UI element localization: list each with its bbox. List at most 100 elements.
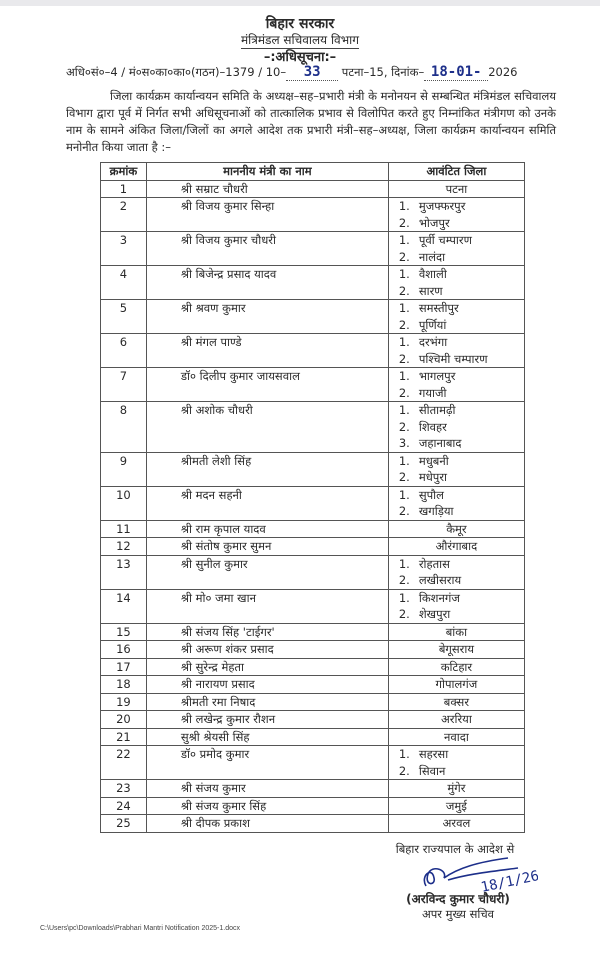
minister-name: श्री संतोष कुमार सुमन xyxy=(145,537,389,556)
district-cell: कटिहार xyxy=(387,657,526,676)
table-row: 25 श्री दीपक प्रकाश अरवल xyxy=(100,814,526,833)
district-cell: कैमूर xyxy=(387,519,526,538)
district-name: सीतामढ़ी xyxy=(418,403,456,417)
district-cell: गोपालगंज xyxy=(387,675,526,694)
table-row: 6 श्री मंगल पाण्डे 1. दरभंगा 2. पश्चिमी चम्पा… xyxy=(100,333,526,368)
district-cell: बांका xyxy=(387,622,526,641)
table-row: 9 श्रीमती लेशी सिंह 1. मधुबनी 2. मधेपुरा xyxy=(100,451,526,487)
district-name: दरभंगा xyxy=(418,335,448,349)
district-item: 2. सारण xyxy=(393,283,520,300)
district-name: जहानाबाद xyxy=(418,436,462,450)
district-item: 2. खगड़िया xyxy=(393,503,520,520)
minister-name: डॉ० दिलीप कुमार जायसवाल xyxy=(145,367,389,402)
district-name: वैशाली xyxy=(418,267,447,281)
serial-number: 6 xyxy=(100,333,147,368)
signatory-designation: अपर मुख्य सचिव xyxy=(421,907,495,921)
serial-number: 14 xyxy=(100,588,147,624)
minister-name: श्री नारायण प्रसाद xyxy=(145,675,389,694)
district-index: 2. xyxy=(398,351,410,366)
district-cell: नवादा xyxy=(387,727,526,746)
district-name: सहरसा xyxy=(418,747,449,761)
district-name: किशनगंज xyxy=(418,590,460,605)
district-name: मधुबनी xyxy=(418,453,449,468)
district-cell: 1. दरभंगा 2. पश्चिमी चम्पारण xyxy=(387,333,526,368)
district-item: 1. भागलपुर xyxy=(393,368,520,385)
district-item: 1. सहरसा xyxy=(393,746,520,763)
district-index: 1. xyxy=(398,453,410,468)
district-name: बेगूसराय xyxy=(438,642,474,656)
ref-year: 2026 xyxy=(488,65,518,79)
district-item: 1. रोहतास xyxy=(393,556,520,573)
ref-prefix: अधि०सं०–4 / मं०स०का०का०(गठन)–1379 / 10– xyxy=(66,65,287,79)
serial-number: 21 xyxy=(100,727,147,746)
district-item: 3. जहानाबाद xyxy=(393,435,520,452)
minister-name: श्री संजय कुमार सिंह xyxy=(145,796,389,815)
district-name: मधेपुरा xyxy=(418,470,448,484)
district-cell: जमुई xyxy=(387,796,526,815)
district-name: पूर्णियां xyxy=(418,317,447,332)
government-title: बिहार सरकार xyxy=(265,16,335,32)
district-item: 2. शिवहर xyxy=(393,419,520,436)
district-item: 2. शेखपुरा xyxy=(393,606,520,623)
table-row: 20 श्री लखेन्द्र कुमार रौशन अररिया xyxy=(100,710,526,729)
district-cell: बेगूसराय xyxy=(387,640,526,659)
table-row: 17 श्री सुरेन्द्र मेहता कटिहार xyxy=(100,657,526,676)
serial-number: 13 xyxy=(100,554,147,590)
district-index: 2. xyxy=(398,419,410,434)
district-item: 1. सुपौल xyxy=(393,487,520,504)
district-name: कटिहार xyxy=(440,659,473,674)
district-item: 1. वैशाली xyxy=(393,266,520,283)
table-row: 10 श्री मदन सहनी 1. सुपौल 2. खगड़िया xyxy=(100,485,526,521)
minister-name: श्री सम्राट चौधरी xyxy=(145,179,389,198)
serial-number: 5 xyxy=(100,299,147,334)
minister-name: श्रीमती लेशी सिंह xyxy=(145,451,389,487)
district-name: गोपालगंज xyxy=(435,677,478,691)
district-index: 1. xyxy=(398,487,410,502)
handwritten-signature: 18/1/26 xyxy=(423,857,538,896)
header-district: आवंटित जिला xyxy=(387,162,526,181)
district-cell: 1. रोहतास 2. लखीसराय xyxy=(387,554,526,590)
table-row: 8 श्री अशोक चौधरी 1. सीतामढ़ी 2. शिवहर 3. जहाना… xyxy=(100,401,526,453)
district-name: शेखपुरा xyxy=(418,607,451,621)
serial-number: 15 xyxy=(100,622,147,641)
district-item: 2. पूर्णियां xyxy=(393,317,520,334)
district-item: 2. मधेपुरा xyxy=(393,469,520,486)
district-name: मुंगेर xyxy=(447,781,466,795)
ref-date: 18-01- xyxy=(424,64,489,81)
district-name: शिवहर xyxy=(418,419,447,434)
district-item: 1. मुजफ्फरपुर xyxy=(393,198,520,215)
district-index: 2. xyxy=(398,215,410,230)
minister-name: श्री राम कृपाल यादव xyxy=(145,519,389,538)
serial-number: 22 xyxy=(100,745,147,780)
district-name: पूर्वी चम्पारण xyxy=(418,233,472,247)
district-cell: 1. सहरसा 2. सिवान xyxy=(387,745,526,780)
minister-name: श्री विजय कुमार चौधरी xyxy=(145,231,389,266)
minister-name: श्री सुरेन्द्र मेहता xyxy=(145,657,389,676)
minister-name: श्रीमती रमा निषाद xyxy=(145,692,389,711)
district-cell: पटना xyxy=(387,179,526,198)
district-name: नवादा xyxy=(444,729,469,744)
district-index: 1. xyxy=(398,590,410,605)
serial-number: 2 xyxy=(100,197,147,232)
district-cell: 1. किशनगंज 2. शेखपुरा xyxy=(387,588,526,624)
district-cell: 1. सीतामढ़ी 2. शिवहर 3. जहानाबाद xyxy=(387,401,526,453)
minister-name: श्री संजय सिंह 'टाईगर' xyxy=(145,622,389,641)
district-cell: 1. सुपौल 2. खगड़िया xyxy=(387,485,526,521)
table-row: 12 श्री संतोष कुमार सुमन औरंगाबाद xyxy=(100,537,526,556)
minister-name: सुश्री श्रेयसी सिंह xyxy=(145,727,389,746)
table-row: 16 श्री अरूण शंकर प्रसाद बेगूसराय xyxy=(100,640,526,659)
district-index: 2. xyxy=(398,504,410,518)
minister-name: श्री विजय कुमार सिन्हा xyxy=(145,197,389,232)
district-cell: 1. मधुबनी 2. मधेपुरा xyxy=(387,451,526,487)
serial-number: 19 xyxy=(100,692,147,711)
district-name: मुजफ्फरपुर xyxy=(418,199,466,213)
district-name: बक्सर xyxy=(443,694,470,709)
minister-name: श्री अरूण शंकर प्रसाद xyxy=(145,640,389,659)
header-serial: क्रमांक xyxy=(100,162,147,181)
serial-number: 16 xyxy=(100,640,147,659)
minister-name: श्री सुनील कुमार xyxy=(145,554,389,590)
district-name: औरंगाबाद xyxy=(435,539,478,553)
serial-number: 4 xyxy=(100,265,147,300)
file-path-footer: C:\Users\pc\Downloads\Prabhari Mantri No… xyxy=(40,925,240,932)
district-index: 1. xyxy=(398,369,410,383)
